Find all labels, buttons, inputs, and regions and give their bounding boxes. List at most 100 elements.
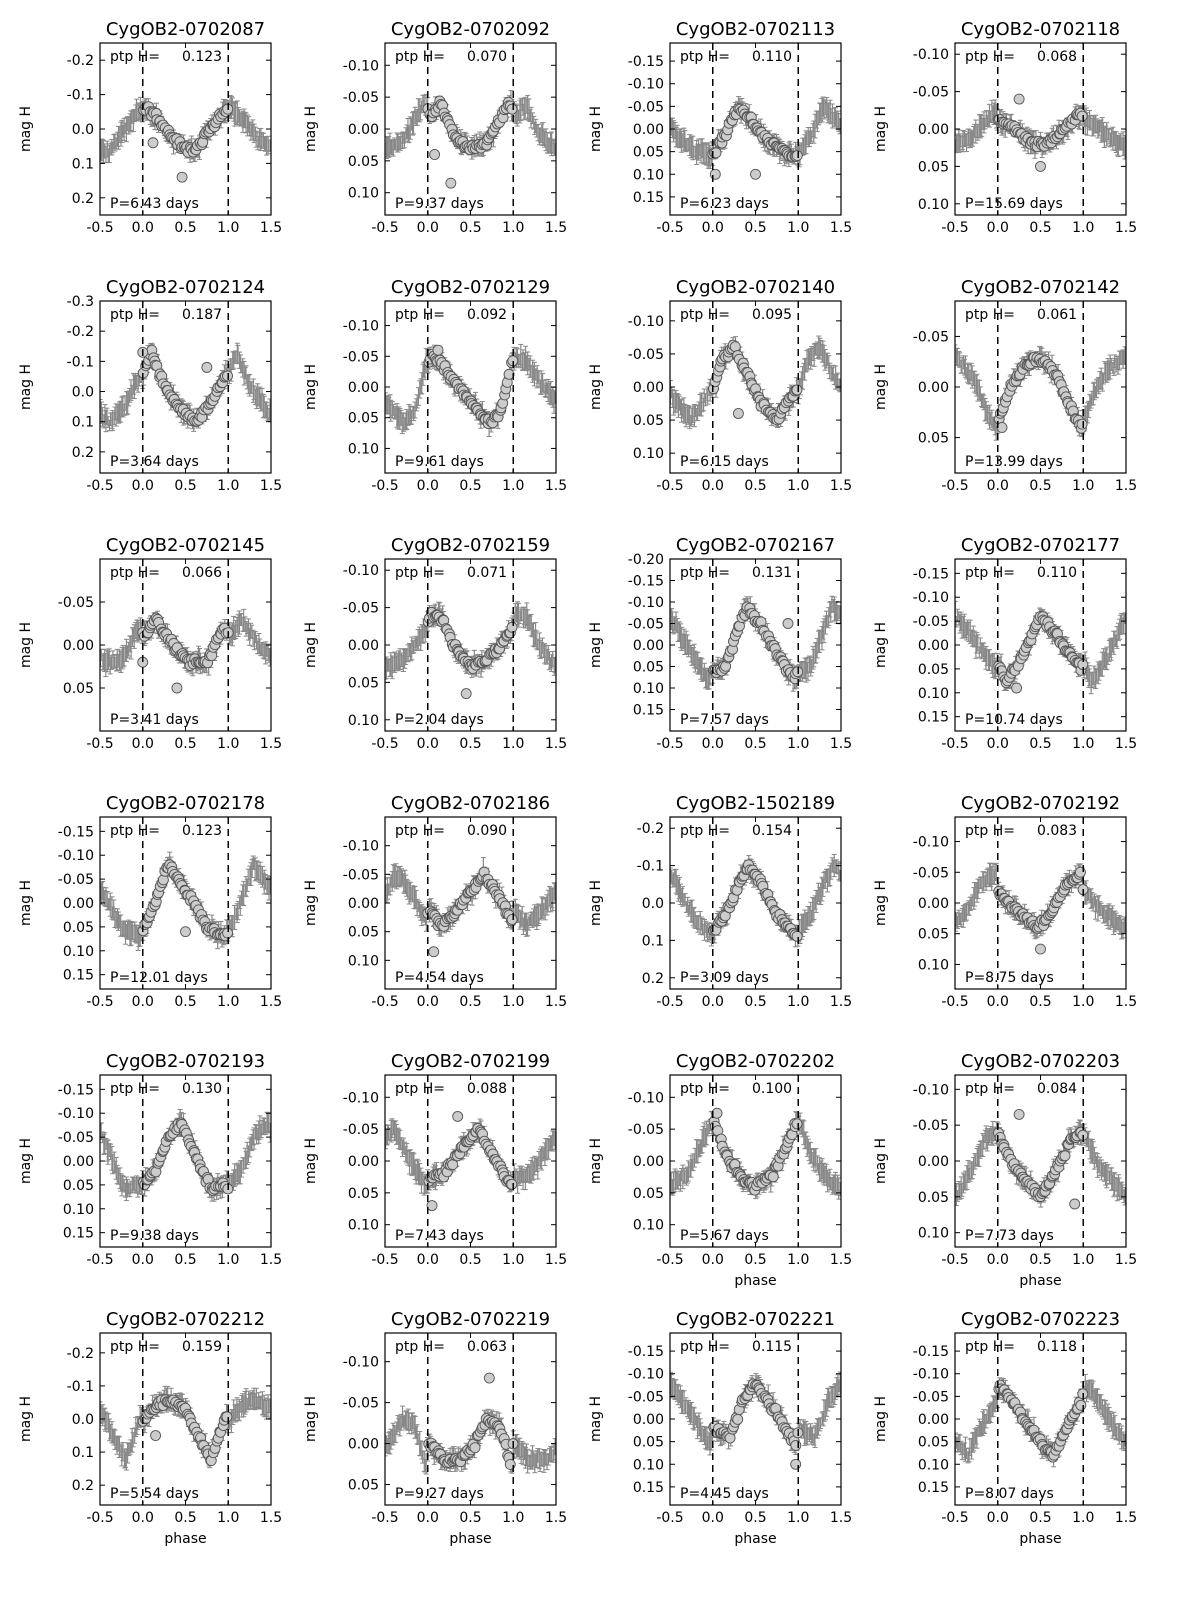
panel-title: CygOB2-0702145	[106, 535, 265, 556]
axes-frame	[99, 558, 272, 732]
y-axis-label: mag H	[303, 106, 319, 152]
panel-CygOB2-0702159: CygOB2-0702159-0.5 0.0 0.5 1.0 1.5-0.10-0.05…	[303, 535, 567, 752]
y-tick-label: -0.10	[343, 58, 379, 74]
ptp-value: 0.066	[182, 565, 222, 581]
data-points	[385, 601, 556, 700]
period-label: P=9.37 days	[395, 196, 484, 212]
data-point-outlier	[171, 682, 183, 694]
x-tick-label: 0.5	[174, 478, 196, 494]
ptp-value: 0.061	[1037, 307, 1077, 323]
period-label: P=9.61 days	[395, 454, 484, 470]
x-tick-label: -0.5	[86, 220, 113, 236]
x-tick-label: 1.5	[260, 220, 282, 236]
period-label: P=6.43 days	[110, 196, 199, 212]
y-tick-label: -0.2	[67, 53, 94, 69]
x-tick-label: 1.0	[217, 220, 239, 236]
y-axis-label: mag H	[873, 364, 889, 410]
x-tick-label: 0.0	[702, 220, 724, 236]
ptp-label: ptp H=	[395, 307, 445, 323]
x-tick-label: 0.0	[702, 478, 724, 494]
x-tick-label: -0.5	[371, 220, 398, 236]
x-tick-label: 1.0	[787, 220, 809, 236]
y-tick-label: 0.1	[72, 156, 94, 172]
x-tick-label: 0.0	[132, 220, 154, 236]
y-axis-label: mag H	[18, 106, 34, 152]
y-tick-label: 0.0	[72, 122, 94, 138]
ptp-value: 0.123	[182, 49, 222, 65]
panel-CygOB2-0702087: CygOB2-0702087 -0.5 0.0 0.5 1.0 1.5 -0.2 -0.1 0.…	[18, 19, 282, 236]
period-label: P=6.15 days	[680, 454, 769, 470]
data-point-outlier	[1035, 160, 1046, 172]
x-tick-label: 1.5	[1115, 220, 1137, 236]
y-tick-label: -0.05	[343, 349, 379, 365]
data-point	[710, 147, 722, 159]
y-tick-label: 0.00	[63, 638, 94, 654]
data-point-outlier	[201, 361, 213, 373]
y-tick-label: 0.10	[633, 446, 664, 462]
data-points	[100, 342, 271, 433]
data-points	[100, 94, 271, 183]
y-tick-label: 0.10	[918, 197, 949, 213]
y-tick-label: -0.1	[67, 88, 94, 104]
panel-title: CygOB2-0702159	[391, 535, 550, 556]
ptp-value: 0.068	[1037, 49, 1077, 65]
x-tick-label: 1.5	[1115, 478, 1137, 494]
y-tick-label: 0.2	[72, 191, 94, 207]
y-tick-label: 0.10	[348, 441, 379, 457]
ptp-label: ptp H=	[680, 49, 730, 65]
y-tick-label: 0.05	[918, 159, 949, 175]
y-axis-label: mag H	[303, 364, 319, 410]
data-point	[1076, 110, 1088, 122]
data-point-outlier	[996, 422, 1008, 433]
x-tick-label: 1.5	[260, 478, 282, 494]
x-tick-label: 1.5	[260, 736, 282, 752]
x-tick-label: 0.5	[459, 478, 481, 494]
y-tick-label: -0.05	[628, 347, 664, 363]
y-tick-label: 0.00	[348, 380, 379, 396]
ptp-label: ptp H=	[110, 565, 160, 581]
x-tick-label: 0.5	[744, 220, 766, 236]
x-tick-label: 1.5	[545, 478, 567, 494]
x-tick-label: 1.5	[545, 220, 567, 236]
y-tick-label: 0.00	[633, 122, 664, 138]
x-tick-label: 0.5	[174, 220, 196, 236]
data-point-outlier	[432, 344, 444, 356]
ptp-value: 0.187	[182, 307, 222, 323]
y-tick-label: 0.05	[633, 413, 664, 429]
x-tick-label: -0.5	[86, 736, 113, 752]
panel-CygOB2-0702140: CygOB2-0702140 -0.5 0.0 0.5 1.0 1.5 -0.10 -0.05…	[588, 277, 852, 494]
panel-CygOB2-0702142: CygOB2-0702142 -0.5 0.0 0.5 1.0 1.5 -0.05 0.00 0…	[873, 277, 1137, 494]
y-tick-label: 0.2	[72, 445, 94, 461]
data-points	[670, 335, 841, 430]
x-tick-label: 0.0	[987, 478, 1009, 494]
ptp-label: ptp H=	[680, 307, 730, 323]
ptp-label: ptp H=	[110, 49, 160, 65]
y-tick-label: -0.05	[58, 595, 94, 611]
y-axis-label: mag H	[873, 106, 889, 152]
y-tick-label: 0.05	[633, 145, 664, 161]
panel-CygOB2-0702129: CygOB2-0702129 -0.5 0.0 0.5 1.0 1.5 -0.10 -0.05…	[303, 277, 567, 494]
y-tick-label: -0.15	[628, 54, 664, 70]
y-tick-label: 0.1	[72, 415, 94, 431]
data-points	[100, 608, 271, 694]
x-tick-label: 1.5	[830, 220, 852, 236]
data-point-outlier	[176, 171, 188, 183]
x-tick-label: 0.0	[132, 478, 154, 494]
x-tick-label: 0.0	[987, 220, 1009, 236]
panel-title: CygOB2-0702124	[106, 277, 265, 298]
y-tick-label: 0.00	[348, 122, 379, 138]
ptp-value: 0.092	[467, 307, 507, 323]
x-tick-label: 1.0	[787, 478, 809, 494]
data-points	[385, 90, 556, 189]
axes-frame	[99, 300, 272, 474]
ptp-label: ptp H=	[110, 307, 160, 323]
y-tick-label: -0.10	[343, 319, 379, 335]
y-tick-label: 0.0	[72, 385, 94, 401]
ptp-label: ptp H=	[395, 49, 445, 65]
x-tick-label: 0.0	[417, 220, 439, 236]
ptp-value: 0.095	[752, 307, 792, 323]
x-tick-label: 0.5	[1029, 478, 1051, 494]
panel-title: CygOB2-0702140	[676, 277, 835, 298]
data-point-outlier	[732, 408, 744, 419]
ptp-value: 0.110	[752, 49, 792, 65]
